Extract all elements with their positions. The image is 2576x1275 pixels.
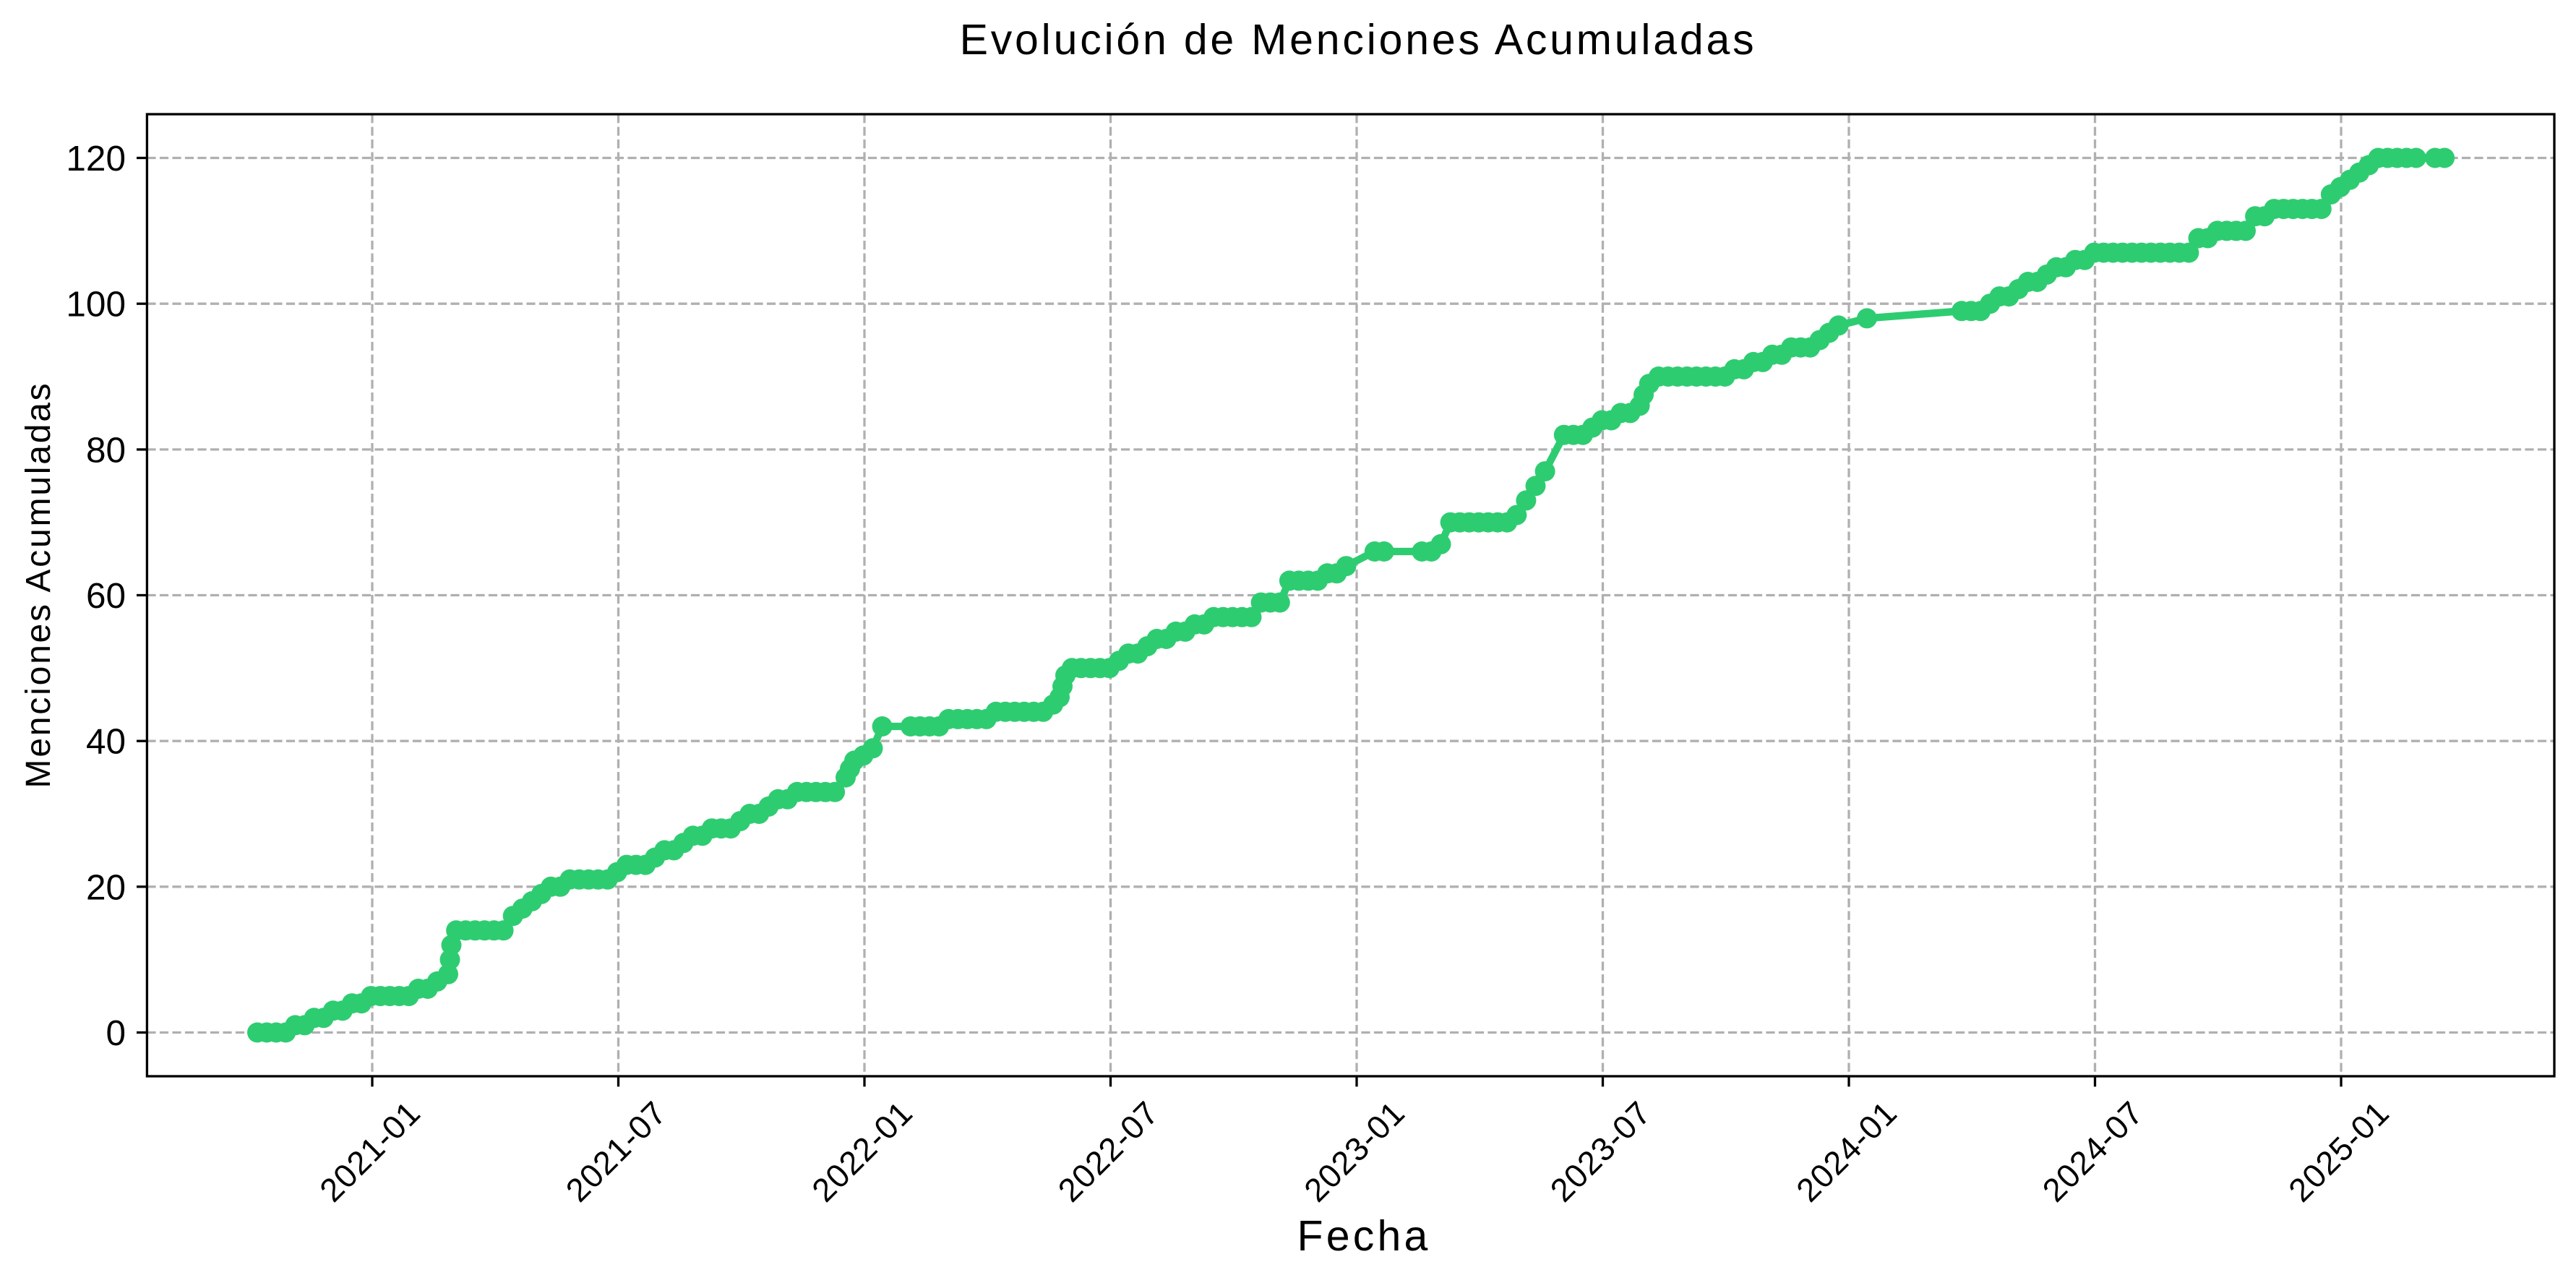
svg-text:40: 40 [86,722,126,762]
svg-text:Fecha: Fecha [1297,1212,1431,1260]
svg-text:Evolución de Menciones Acumula: Evolución de Menciones Acumuladas [960,16,1757,64]
svg-text:20: 20 [86,867,126,907]
svg-text:80: 80 [86,430,126,470]
svg-text:100: 100 [66,285,126,325]
svg-text:0: 0 [106,1013,126,1053]
svg-text:120: 120 [66,139,126,179]
svg-text:60: 60 [86,576,126,616]
svg-text:Menciones Acumuladas: Menciones Acumuladas [20,382,58,789]
